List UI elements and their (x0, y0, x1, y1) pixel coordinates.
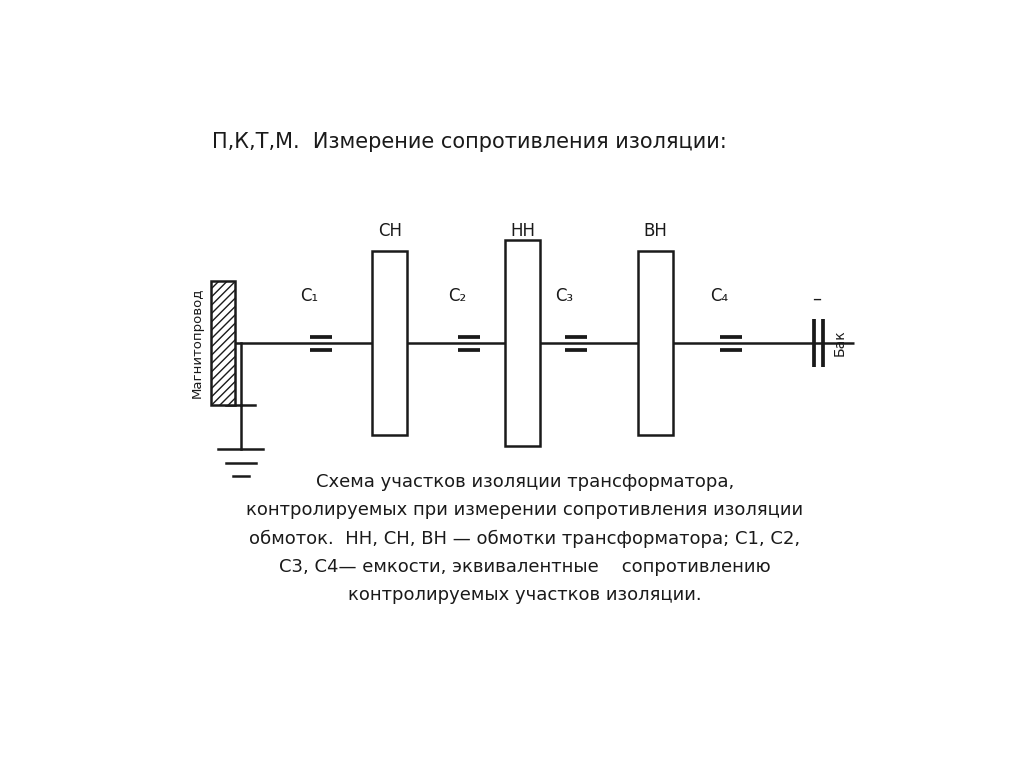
Text: контролируемых при измерении сопротивления изоляции: контролируемых при измерении сопротивлен… (246, 501, 804, 519)
Bar (211, 281, 236, 405)
Text: С3, С4— емкости, эквивалентные    сопротивлению: С3, С4— емкости, эквивалентные сопротивл… (279, 558, 771, 576)
Text: НН: НН (510, 222, 535, 240)
Text: контролируемых участков изоляции.: контролируемых участков изоляции. (348, 586, 701, 604)
Text: С₄: С₄ (711, 287, 728, 304)
Text: Схема участков изоляции трансформатора,: Схема участков изоляции трансформатора, (315, 472, 734, 491)
Text: Бак: Бак (833, 330, 847, 357)
Bar (638, 252, 673, 435)
Bar (373, 252, 408, 435)
Text: ВН: ВН (644, 222, 668, 240)
Text: СН: СН (378, 222, 401, 240)
Text: П,К,Т,М.  Измерение сопротивления изоляции:: П,К,Т,М. Измерение сопротивления изоляци… (212, 132, 727, 152)
Text: С₁: С₁ (300, 287, 318, 304)
Text: обмоток.  НН, СН, ВН — обмотки трансформатора; С1, С2,: обмоток. НН, СН, ВН — обмотки трансформа… (249, 529, 801, 548)
Bar (505, 239, 540, 446)
Text: С₂: С₂ (449, 287, 467, 304)
Text: –: – (812, 290, 821, 308)
Text: Магнитопровод: Магнитопровод (190, 288, 204, 398)
Text: С₃: С₃ (555, 287, 573, 304)
